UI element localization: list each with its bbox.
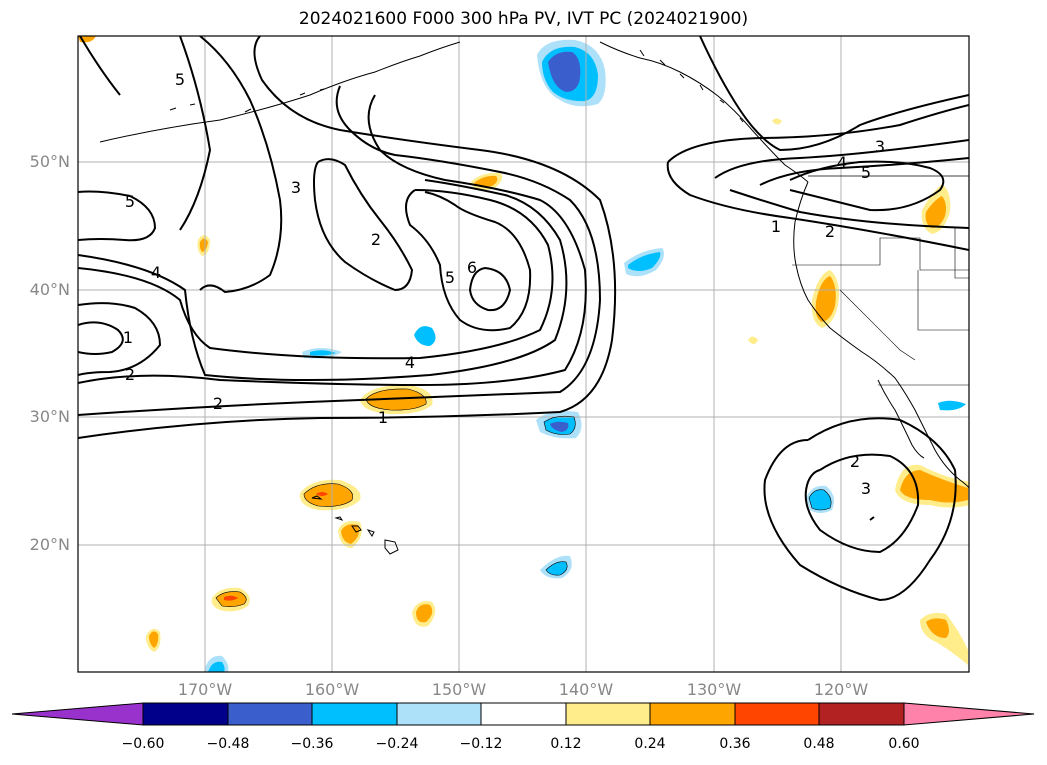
lon-label: 130°W [686, 680, 742, 699]
colorbar [11, 702, 1035, 726]
colorbar-segment [818, 702, 905, 726]
map-title: 2024021600 F000 300 hPa PV, IVT PC (2024… [298, 9, 749, 29]
contour-label: 5 [175, 70, 185, 89]
lat-label: 50°N [29, 152, 70, 171]
lat-label: 20°N [29, 535, 70, 554]
colorbar-segment [565, 702, 651, 726]
contour-label: 1 [771, 217, 781, 236]
colorbar-tick-label: 0.36 [719, 736, 751, 752]
colorbar-extend-max [903, 702, 1035, 726]
contour-label: 5 [445, 268, 455, 287]
colorbar-extend-min [11, 702, 144, 726]
contour-label: 4 [405, 353, 415, 372]
contour-label: 2 [213, 394, 223, 413]
plot-frame [77, 35, 970, 673]
contour-label: 1 [378, 408, 388, 427]
contour-label: 5 [861, 163, 871, 182]
lat-label: 30°N [29, 407, 70, 426]
colorbar-segment [734, 702, 820, 726]
colorbar-tick-label: −0.24 [375, 736, 419, 752]
contour-label: 3 [875, 137, 885, 156]
lon-label: 140°W [558, 680, 614, 699]
colorbar-tick-label: −0.48 [206, 736, 250, 752]
lon-label: 170°W [177, 680, 233, 699]
lon-label: 160°W [304, 680, 360, 699]
contour-label: 4 [151, 263, 161, 282]
contour-label: 3 [861, 479, 871, 498]
contour-label: 2 [825, 222, 835, 241]
colorbar-segment [396, 702, 482, 726]
colorbar-tick-label: 0.48 [803, 736, 835, 752]
colorbar-tick-label: 0.12 [550, 736, 582, 752]
colorbar-segment [311, 702, 398, 726]
contour-labels: 5 3 5 4 1 2 2 6 5 4 2 1 4 3 5 1 2 2 3 [123, 70, 885, 498]
contour-label: 2 [850, 452, 860, 471]
pv-outlines [215, 388, 832, 607]
contour-label: 2 [371, 230, 381, 249]
colorbar-segment [142, 702, 229, 726]
colorbar-tick-label: −0.36 [290, 736, 334, 752]
colorbar-tick-label: −0.12 [459, 736, 503, 752]
colorbar-segment [649, 702, 736, 726]
colorbar-tick-label: −0.60 [121, 736, 165, 752]
contour-label: 5 [125, 192, 135, 211]
plot-area [78, 36, 969, 672]
contour-label: 4 [837, 153, 847, 172]
lon-label: 150°W [431, 680, 487, 699]
colorbar-tick-label: 0.60 [888, 736, 920, 752]
colorbar-segment [227, 702, 313, 726]
contour-label: 3 [291, 178, 301, 197]
graticule [78, 36, 969, 672]
colorbar-tick-label: 0.24 [634, 736, 666, 752]
lat-label: 40°N [29, 280, 70, 299]
contour-label: 6 [467, 258, 477, 277]
ivt-contours [78, 36, 969, 602]
contour-label: 1 [123, 328, 133, 347]
lon-label: 120°W [813, 680, 869, 699]
colorbar-segment [480, 702, 567, 726]
contour-label: 2 [125, 365, 135, 384]
